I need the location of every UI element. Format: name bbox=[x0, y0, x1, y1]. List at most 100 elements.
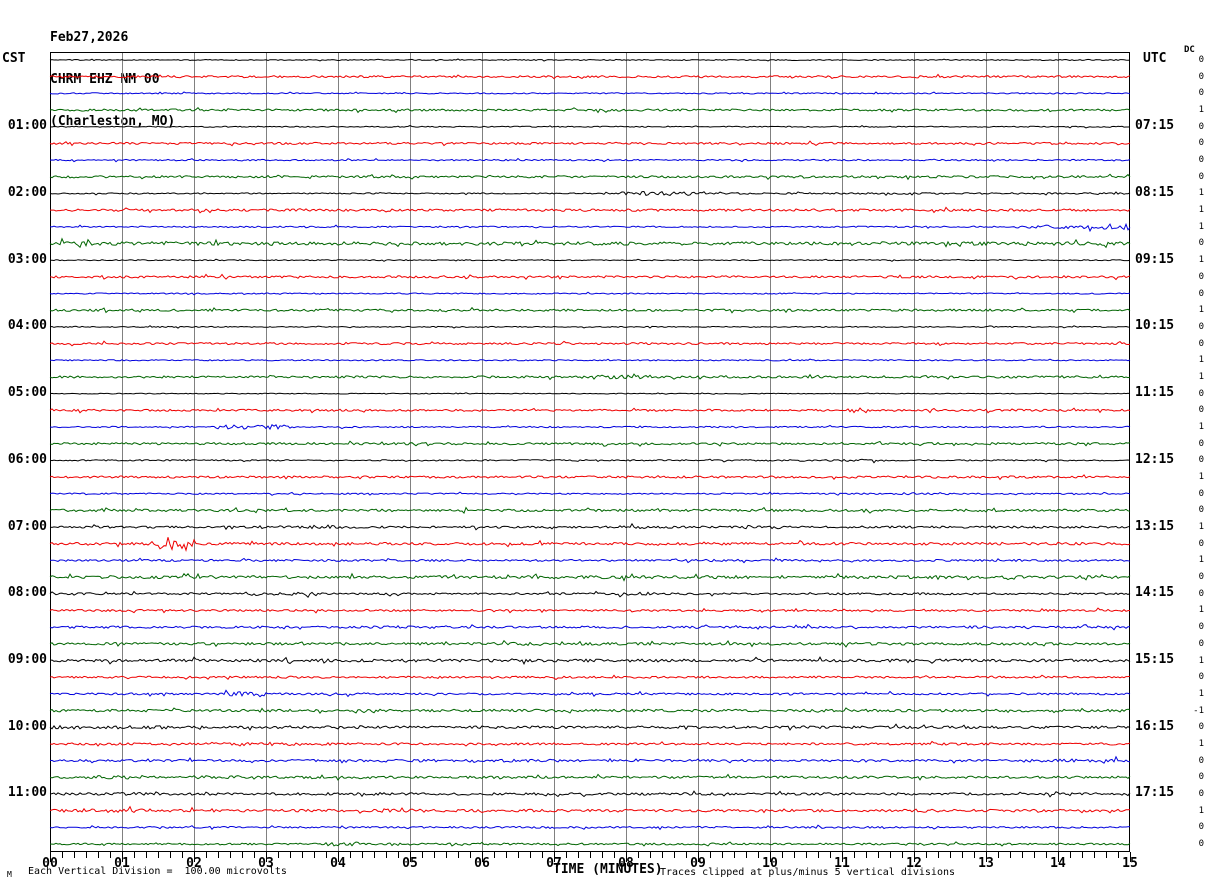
utc-hour-label: 08:15 bbox=[1135, 184, 1175, 200]
plot-title: Feb27,2026 CHRM EHZ NM 00 (Charleston, M… bbox=[50, 3, 175, 157]
seismogram-trace-black bbox=[49, 190, 1131, 197]
seismogram-trace-blue bbox=[49, 91, 1131, 95]
dc-offset-value: 0 bbox=[1198, 839, 1204, 849]
x-tick-label: 14 bbox=[1050, 856, 1066, 871]
dc-offset-value: 0 bbox=[1198, 672, 1204, 683]
dc-offset-value: 1 bbox=[1198, 738, 1204, 749]
x-tick-label: 00 bbox=[42, 856, 58, 871]
x-tick-label: 05 bbox=[402, 856, 418, 871]
dc-offset-value: 0 bbox=[1198, 505, 1204, 516]
cst-hour-label: 09:00 bbox=[7, 652, 47, 667]
seismogram-trace-black bbox=[49, 590, 1131, 598]
dc-offset-value: 0 bbox=[1198, 788, 1204, 799]
seismogram-trace-blue bbox=[49, 222, 1131, 233]
seismogram-trace-green bbox=[49, 306, 1131, 314]
dc-offset-value: 0 bbox=[1198, 405, 1204, 416]
x-tick-label: 04 bbox=[330, 856, 346, 871]
cst-hour-label: 08:00 bbox=[7, 585, 47, 601]
x-tick-label: 01 bbox=[114, 856, 130, 871]
x-axis-title: TIME (MINUTES) bbox=[553, 862, 663, 877]
title-location: (Charleston, MO) bbox=[50, 114, 176, 129]
seismogram-trace-green bbox=[49, 237, 1131, 249]
seismogram-trace-green bbox=[49, 506, 1131, 515]
dc-offset-value: 0 bbox=[1198, 388, 1204, 399]
utc-hour-label: 11:15 bbox=[1135, 385, 1175, 401]
seismogram-trace-blue bbox=[49, 755, 1131, 764]
seismogram-trace-green bbox=[49, 440, 1131, 447]
seismogram-trace-blue bbox=[49, 623, 1131, 631]
utc-hour-label: 16:15 bbox=[1135, 718, 1175, 734]
dc-offset-value: 0 bbox=[1198, 572, 1204, 583]
utc-hour-label: 15:15 bbox=[1135, 652, 1175, 667]
dc-offset-value: 0 bbox=[1198, 155, 1204, 166]
title-date: Feb27,2026 bbox=[50, 30, 129, 45]
seismogram-trace-red bbox=[49, 73, 1131, 80]
dc-column-heading: DC bbox=[1184, 45, 1195, 55]
dc-offset-value: -1 bbox=[1193, 705, 1204, 716]
dc-offset-value: 1 bbox=[1198, 805, 1204, 816]
x-tick-label: 11 bbox=[834, 856, 850, 871]
dc-offset-value: 0 bbox=[1198, 171, 1204, 182]
dc-offset-value: 0 bbox=[1198, 138, 1204, 149]
utc-hour-label: 14:15 bbox=[1135, 585, 1175, 601]
cst-hour-label: 10:00 bbox=[7, 718, 47, 734]
dc-offset-value: 1 bbox=[1198, 355, 1204, 366]
dc-offset-value: 0 bbox=[1198, 338, 1204, 349]
seismogram-trace-red bbox=[49, 340, 1131, 347]
seismogram-trace-red bbox=[49, 537, 1131, 552]
cst-hour-label: 01:00 bbox=[7, 118, 47, 134]
dc-offset-value: 1 bbox=[1198, 555, 1204, 566]
seismogram-trace-green bbox=[49, 572, 1131, 582]
dc-offset-value: 1 bbox=[1198, 472, 1204, 483]
seismogram-trace-green bbox=[49, 841, 1131, 847]
cst-hour-label: 06:00 bbox=[7, 451, 47, 467]
seismogram-trace-green bbox=[49, 173, 1131, 181]
seismogram-trace-green bbox=[49, 707, 1131, 715]
seismogram-trace-black bbox=[49, 392, 1131, 395]
cst-hour-label: 03:00 bbox=[7, 251, 47, 267]
dc-offset-value: 0 bbox=[1198, 722, 1204, 733]
seismogram-trace-red bbox=[49, 407, 1131, 414]
dc-offset-value: 0 bbox=[1198, 772, 1204, 783]
dc-offset-value: 1 bbox=[1198, 221, 1204, 232]
seismogram-trace-blue bbox=[49, 291, 1131, 296]
seismogram-trace-red bbox=[49, 740, 1131, 747]
dc-offset-value: 1 bbox=[1198, 205, 1204, 216]
seismogram-trace-red bbox=[50, 206, 1131, 214]
seismogram-trace-green bbox=[49, 639, 1131, 648]
cst-hour-label: 02:00 bbox=[7, 184, 47, 200]
dc-offset-value: 0 bbox=[1198, 288, 1204, 299]
x-tick-label: 03 bbox=[258, 856, 274, 871]
dc-offset-value: 0 bbox=[1198, 271, 1204, 282]
dc-offset-value: 0 bbox=[1198, 238, 1204, 249]
dc-offset-value: 1 bbox=[1198, 688, 1204, 699]
dc-offset-value: 0 bbox=[1198, 121, 1204, 132]
dc-offset-value: 0 bbox=[1198, 755, 1204, 766]
dc-offset-value: 0 bbox=[1198, 455, 1204, 466]
x-tick-label: 08 bbox=[618, 856, 634, 871]
dc-offset-value: 0 bbox=[1198, 822, 1204, 833]
utc-hour-label: 07:15 bbox=[1135, 118, 1175, 134]
dc-offset-value: 0 bbox=[1198, 588, 1204, 599]
vertical-division-scale-note: Each Vertical Division = 100.00 microvol… bbox=[28, 866, 287, 877]
dc-offset-value: 1 bbox=[1198, 655, 1204, 666]
x-tick-label: 07 bbox=[546, 856, 562, 871]
title-station: CHRM EHZ NM 00 bbox=[50, 72, 160, 87]
dc-offset-value: 0 bbox=[1198, 71, 1204, 82]
utc-hour-label: 09:15 bbox=[1135, 251, 1175, 267]
clipping-note: Traces clipped at plus/minus 5 vertical … bbox=[660, 867, 956, 878]
seismogram-trace-red bbox=[49, 805, 1131, 814]
dc-offset-value: 1 bbox=[1198, 255, 1204, 266]
seismogram-trace-black bbox=[49, 723, 1131, 731]
dc-offset-value: 0 bbox=[1198, 488, 1204, 499]
utc-hour-label: 17:15 bbox=[1135, 785, 1175, 801]
dc-offset-value: 0 bbox=[1198, 638, 1204, 649]
seismogram-trace-blue bbox=[49, 557, 1131, 564]
x-tick-label: 09 bbox=[690, 856, 706, 871]
seismogram-trace-blue bbox=[49, 824, 1131, 831]
seismogram-trace-black bbox=[49, 790, 1131, 798]
cst-hour-label: 07:00 bbox=[7, 518, 47, 534]
dc-offset-value: 1 bbox=[1198, 605, 1204, 616]
cst-hour-label: 05:00 bbox=[7, 385, 47, 401]
